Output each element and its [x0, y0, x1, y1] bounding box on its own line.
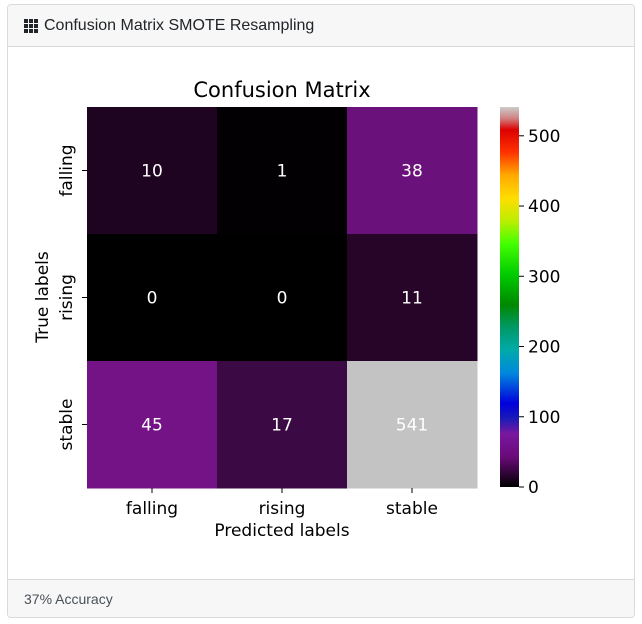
- confusion-matrix-chart: Confusion Matrix 10 1 38 0 0 11 45 17 541 fallin…: [33, 78, 560, 541]
- heatmap-cell: [347, 361, 478, 489]
- accuracy-text: 37% Accuracy: [24, 590, 113, 607]
- heatmap-cell: [217, 361, 348, 489]
- colorbar-tick-label: 100: [528, 408, 560, 428]
- colorbar-tick-label: 400: [528, 197, 560, 217]
- cell-value-label: 11: [401, 289, 423, 309]
- heatmap-cell: [87, 107, 218, 235]
- heatmap-cell: [347, 107, 478, 235]
- heatmap-cell: [87, 361, 218, 489]
- x-tick-label: rising: [259, 499, 306, 519]
- cell-value-label: 1: [277, 162, 288, 182]
- colorbar-tick-label: 500: [528, 127, 560, 147]
- colorbar-tick-label: 200: [528, 338, 560, 358]
- chart-title: Confusion Matrix: [193, 78, 370, 102]
- y-tick-label: stable: [57, 399, 77, 451]
- y-axis-label: True labels: [33, 251, 53, 344]
- cell-value-label: 10: [141, 162, 163, 182]
- cell-value-label: 38: [401, 162, 423, 182]
- heatmap-cell: [87, 234, 218, 362]
- card-footer: 37% Accuracy: [8, 579, 634, 617]
- heatmap-cell: [347, 234, 478, 362]
- grid-icon: [24, 18, 38, 33]
- colorbar-tick-label: 300: [528, 267, 560, 287]
- card-title: Confusion Matrix SMOTE Resampling: [44, 16, 315, 34]
- colorbar: [500, 107, 519, 487]
- x-tick-label: falling: [126, 499, 178, 519]
- colorbar-tick-label: 0: [528, 478, 539, 498]
- cell-value-label: 45: [141, 416, 163, 436]
- cell-value-label: 0: [277, 289, 288, 309]
- x-tick-label: stable: [386, 499, 438, 519]
- heatmap-cell: [217, 234, 348, 362]
- chart-card: Confusion Matrix SMOTE Resampling Confus…: [7, 4, 635, 618]
- card-header: Confusion Matrix SMOTE Resampling: [8, 5, 634, 47]
- y-tick-label: falling: [57, 144, 77, 196]
- y-tick-label: rising: [57, 274, 77, 321]
- cell-value-label: 541: [396, 416, 428, 436]
- heatmap-cell: [217, 107, 348, 235]
- cell-value-label: 17: [271, 416, 293, 436]
- cell-value-label: 0: [147, 289, 158, 309]
- x-axis-label: Predicted labels: [214, 521, 349, 541]
